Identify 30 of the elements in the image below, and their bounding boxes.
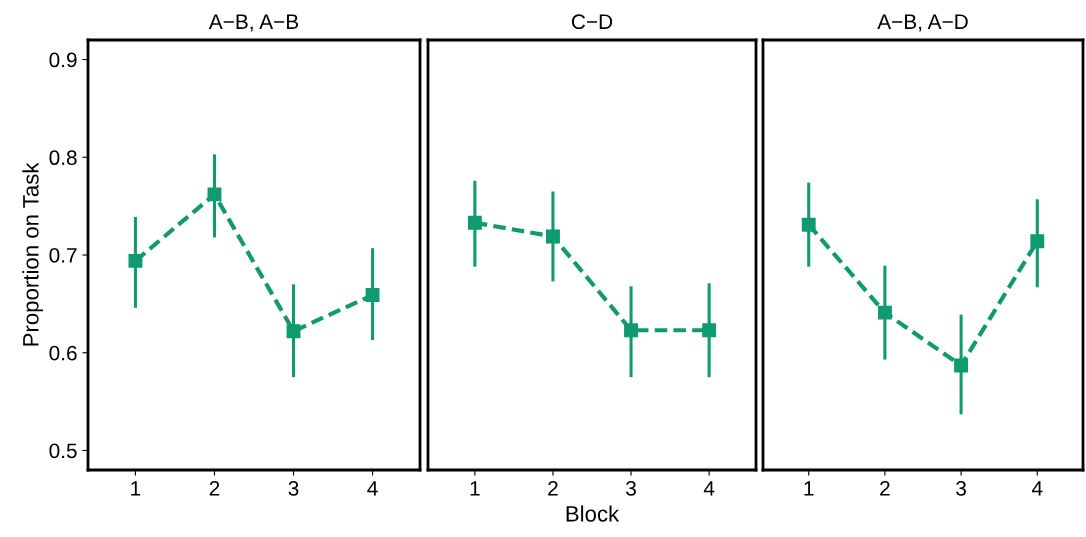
point [954, 358, 969, 373]
x-tick-label: 1 [470, 481, 480, 496]
x-tick-label: 3 [956, 480, 966, 496]
x-tick-label: 4 [703, 481, 715, 496]
point [286, 324, 301, 339]
point [877, 305, 892, 320]
y-tick-label: 0.8 [49, 150, 77, 166]
x-tick-label: 2 [209, 480, 220, 496]
point [1030, 234, 1045, 249]
y-axis-title: Proportion on Task [22, 162, 44, 346]
point [365, 288, 380, 303]
chart-title: A−B, A−B [208, 14, 299, 32]
chart-title: A−B, A−D [877, 14, 968, 32]
y-tick-label: 0.7 [49, 248, 77, 263]
x-tick-label: 3 [288, 480, 299, 496]
x-tick-label: 4 [1031, 481, 1043, 496]
x-axis-title: Block [566, 505, 620, 522]
chart-title: C−D [571, 14, 613, 30]
y-tick-label: 0.9 [49, 52, 77, 68]
point [801, 217, 816, 232]
x-tick-label: 1 [804, 481, 814, 496]
x-tick-label: 1 [131, 481, 141, 496]
point [128, 253, 143, 268]
x-tick-label: 3 [626, 480, 636, 496]
x-tick-label: 2 [548, 480, 558, 496]
point [207, 187, 222, 202]
x-tick-label: 2 [880, 480, 890, 496]
y-tick-label: 0.5 [49, 443, 77, 459]
x-tick-label: 4 [367, 481, 378, 496]
y-tick-label: 0.6 [49, 345, 77, 361]
